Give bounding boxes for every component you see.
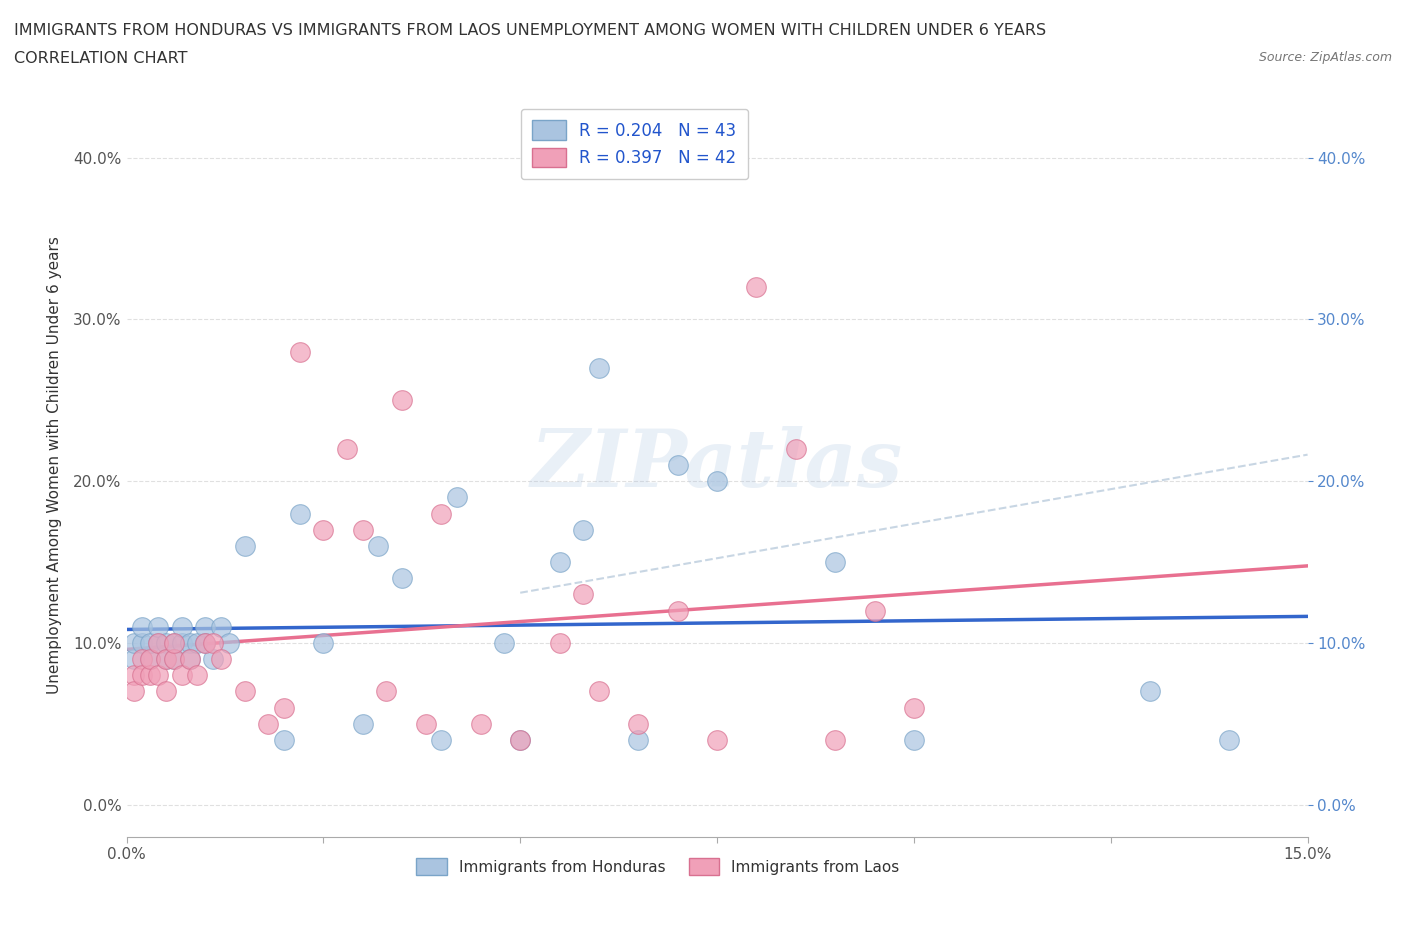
Point [155,652,177,667]
Point [218,635,240,650]
Point [155,635,177,650]
Point [903,733,925,748]
Point [494,635,516,650]
Point [391,392,413,407]
Point [233,538,256,553]
Point [170,635,193,650]
Point [312,523,335,538]
Point [131,619,153,634]
Point [146,668,169,683]
Point [186,635,208,650]
Point [202,652,225,667]
Point [202,635,225,650]
Point [194,635,217,650]
Point [706,473,728,488]
Y-axis label: Unemployment Among Women with Children Under 6 years: Unemployment Among Women with Children U… [46,236,62,694]
Point [146,635,169,650]
Text: ZIPatlas: ZIPatlas [531,426,903,504]
Point [288,344,311,359]
Point [139,652,162,667]
Point [627,716,650,731]
Point [666,458,689,472]
Point [391,571,413,586]
Point [509,733,531,748]
Point [666,604,689,618]
Point [257,716,280,731]
Text: Source: ZipAtlas.com: Source: ZipAtlas.com [1258,51,1392,64]
Point [312,635,335,650]
Point [194,619,217,634]
Point [572,523,595,538]
Point [415,716,437,731]
Point [706,733,728,748]
Point [131,668,153,683]
Point [627,733,650,748]
Point [179,652,201,667]
Point [124,635,146,650]
Point [170,619,193,634]
Point [124,668,146,683]
Point [139,652,162,667]
Point [146,619,169,634]
Point [186,668,208,683]
Point [824,554,846,569]
Point [745,280,768,295]
Point [139,635,162,650]
Text: IMMIGRANTS FROM HONDURAS VS IMMIGRANTS FROM LAOS UNEMPLOYMENT AMONG WOMEN WITH C: IMMIGRANTS FROM HONDURAS VS IMMIGRANTS F… [14,23,1046,38]
Point [903,700,925,715]
Point [163,635,186,650]
Point [1218,733,1240,748]
Point [124,684,146,698]
Point [194,635,217,650]
Point [824,733,846,748]
Point [155,652,177,667]
Point [131,652,153,667]
Point [1139,684,1161,698]
Point [548,635,571,650]
Point [588,684,610,698]
Point [170,668,193,683]
Point [179,635,201,650]
Point [209,619,232,634]
Point [572,587,595,602]
Point [179,652,201,667]
Point [273,733,295,748]
Point [288,506,311,521]
Point [131,635,153,650]
Point [509,733,531,748]
Legend: Immigrants from Honduras, Immigrants from Laos: Immigrants from Honduras, Immigrants fro… [411,852,905,882]
Point [336,442,359,457]
Point [367,538,389,553]
Point [233,684,256,698]
Point [430,733,453,748]
Point [352,523,374,538]
Point [375,684,398,698]
Point [430,506,453,521]
Point [273,700,295,715]
Point [163,652,186,667]
Point [863,604,886,618]
Point [588,361,610,376]
Point [446,490,468,505]
Point [163,652,186,667]
Point [163,635,186,650]
Point [155,684,177,698]
Point [209,652,232,667]
Point [124,652,146,667]
Point [470,716,492,731]
Point [548,554,571,569]
Point [146,635,169,650]
Point [139,668,162,683]
Text: CORRELATION CHART: CORRELATION CHART [14,51,187,66]
Point [352,716,374,731]
Point [785,442,807,457]
